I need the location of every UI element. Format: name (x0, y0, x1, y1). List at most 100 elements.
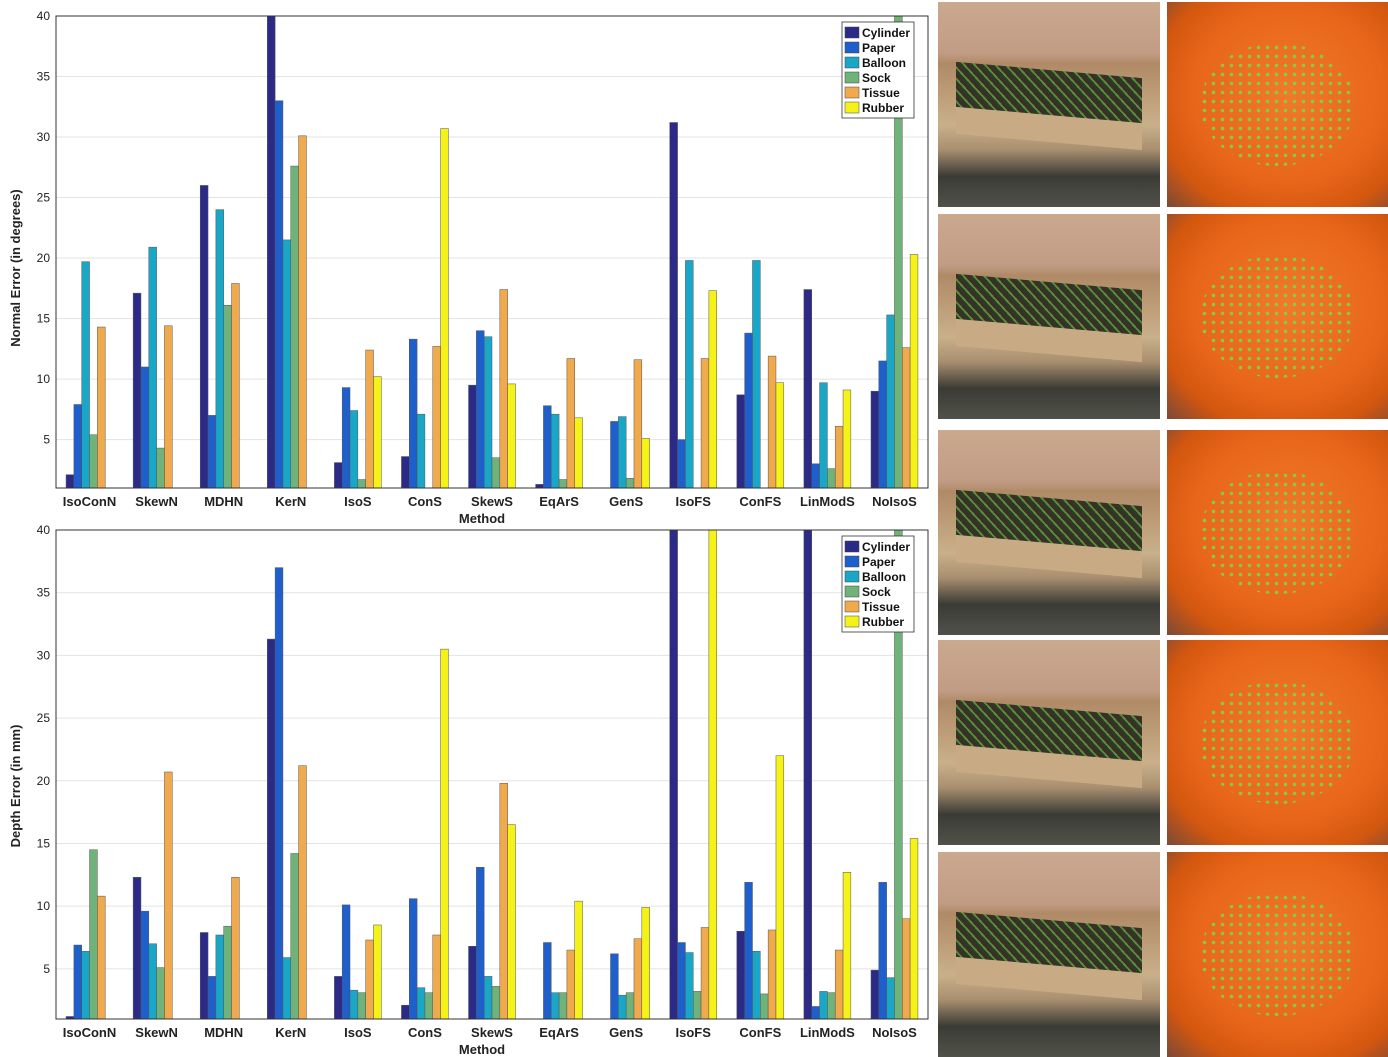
legend-label-rubber: Rubber (862, 615, 904, 629)
y-tick-label: 20 (37, 774, 51, 788)
y-axis-title: Depth Error (in mm) (8, 725, 23, 848)
bar-cylinder-cons (401, 1004, 410, 1020)
bar-tissue-cons (432, 346, 441, 489)
y-tick-label: 30 (37, 130, 51, 144)
bar-balloon-confs (752, 260, 761, 489)
plot-frame (55, 529, 929, 1020)
bar-tissue-cons (432, 934, 441, 1020)
bar-balloon-noisos (886, 977, 895, 1020)
bar-rubber-gens (641, 438, 650, 489)
legend-swatch-cylinder (844, 540, 860, 553)
box-photo (938, 2, 1160, 207)
bar-cylinder-mdhn (199, 185, 209, 489)
y-tick-label: 35 (37, 586, 51, 600)
bar-cylinder-noisos (870, 390, 880, 489)
x-tick-label: ConS (408, 494, 442, 509)
legend-label-balloon: Balloon (862, 56, 906, 70)
bar-cylinder-isofs (669, 529, 678, 1020)
bar-balloon-isofs (685, 260, 694, 489)
x-tick-label: LinModS (800, 494, 855, 509)
bar-tissue-skewn (164, 771, 173, 1020)
bar-paper-skews (476, 867, 485, 1020)
bar-paper-skewn (140, 366, 150, 489)
bar-tissue-skews (499, 783, 508, 1020)
legend-label-cylinder: Cylinder (862, 540, 910, 554)
bar-sock-skews (491, 457, 501, 489)
bar-paper-confs (744, 332, 753, 489)
bar-cylinder-isoconn (65, 474, 75, 489)
bar-paper-confs (744, 882, 753, 1020)
bar-tissue-isofs (700, 927, 710, 1020)
bar-tissue-skews (499, 289, 508, 489)
balloon-photo (1167, 852, 1388, 1057)
bar-cylinder-isofs (669, 122, 678, 489)
y-axis-title: Normal Error (in degrees) (8, 189, 23, 347)
bar-sock-isoconn (89, 434, 98, 489)
x-tick-label: KerN (275, 1025, 306, 1040)
bar-cylinder-skewn (132, 292, 142, 489)
bar-tissue-mdhn (231, 283, 240, 489)
bar-balloon-skewn (148, 246, 157, 489)
bar-tissue-linmods (834, 949, 844, 1020)
legend-swatch-sock (844, 71, 860, 84)
bar-rubber-cons (440, 648, 449, 1020)
bar-cylinder-noisos (870, 969, 880, 1020)
bar-sock-isos (357, 479, 366, 489)
plot-border (55, 529, 929, 1020)
bar-cylinder-mdhn (199, 932, 209, 1020)
y-tick-label: 20 (37, 251, 51, 265)
bar-paper-mdhn (207, 976, 217, 1020)
bar-balloon-kern (282, 239, 292, 489)
example-photos-grid (938, 2, 1388, 1057)
bar-rubber-eqars (574, 900, 583, 1020)
legend-label-sock: Sock (862, 71, 891, 85)
bar-tissue-linmods (834, 426, 844, 489)
bar-rubber-skews (507, 824, 516, 1020)
tracked-points (1200, 893, 1355, 1016)
bar-sock-gens (625, 478, 635, 489)
legend-swatch-rubber (844, 101, 860, 114)
x-tick-label: NoIsoS (872, 494, 917, 509)
bar-sock-skews (491, 986, 501, 1020)
bar-balloon-cons (416, 987, 426, 1020)
bar-paper-mdhn (207, 415, 217, 489)
bar-paper-eqars (543, 405, 552, 489)
balloon-photo (1167, 214, 1388, 419)
bar-sock-eqars (558, 479, 568, 489)
bar-sock-eqars (558, 992, 568, 1020)
legend-swatch-tissue (844, 600, 860, 613)
bar-balloon-gens (618, 416, 627, 489)
bar-cylinder-cons (401, 456, 410, 489)
bar-balloon-kern (282, 957, 292, 1020)
bar-tissue-skewn (164, 325, 173, 489)
y-tick-label: 30 (37, 648, 51, 662)
tracked-points (1200, 471, 1355, 594)
x-tick-label: SkewS (471, 494, 513, 509)
bar-balloon-mdhn (215, 934, 224, 1020)
bar-balloon-isoconn (81, 261, 90, 489)
legend-swatch-balloon (844, 570, 860, 583)
bar-balloon-linmods (819, 991, 828, 1020)
bar-sock-kern (290, 165, 299, 489)
x-tick-label: GenS (609, 1025, 643, 1040)
bar-sock-isoconn (89, 849, 98, 1020)
y-tick-label: 25 (37, 191, 51, 205)
x-tick-label: EqArS (539, 1025, 579, 1040)
bar-tissue-isofs (700, 358, 710, 489)
tracked-points (1200, 255, 1355, 378)
bar-paper-isoconn (73, 404, 82, 489)
bar-rubber-isofs (708, 290, 717, 489)
depth-error-chart: Depth Error (in mm) Method 5 10 15 20 25 30 35… (8, 523, 929, 1055)
bar-balloon-skews (483, 976, 493, 1020)
bar-rubber-linmods (842, 389, 852, 489)
bar-balloon-skewn (148, 943, 157, 1020)
bar-cylinder-skews (468, 384, 477, 489)
tracked-points (1200, 681, 1355, 804)
bar-tissue-noisos (902, 347, 911, 489)
bar-sock-mdhn (223, 305, 232, 489)
x-axis-title: Method (459, 1042, 505, 1055)
bar-sock-cons (424, 992, 433, 1020)
x-tick-label: ConFS (739, 494, 781, 509)
x-tick-label: EqArS (539, 494, 579, 509)
bar-paper-skews (476, 330, 485, 489)
